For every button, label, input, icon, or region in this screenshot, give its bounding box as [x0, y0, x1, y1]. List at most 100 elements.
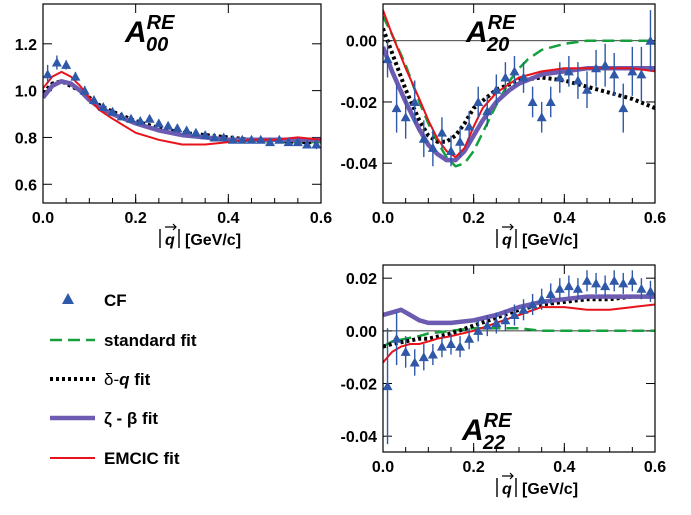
plot-frame	[382, 264, 656, 453]
cf-point	[172, 123, 183, 133]
series-zeta-line	[383, 294, 655, 326]
y-tick-label: 0.00	[346, 324, 377, 341]
x-axis-q: q	[502, 481, 512, 498]
cf-point	[391, 333, 402, 343]
legend-entry-zeta: ζ - β fit	[50, 409, 158, 428]
cf-point	[237, 134, 248, 144]
legend-label: ζ - β fit	[104, 409, 158, 428]
legend-label: CF	[104, 291, 127, 310]
cf-point	[218, 132, 229, 142]
cf-point	[79, 85, 90, 95]
x-tick-label: 0.6	[644, 210, 666, 227]
x-axis-unit: [GeV/c]	[522, 232, 578, 249]
y-tick-label: 0.8	[15, 130, 37, 147]
cf-point	[427, 142, 438, 152]
cf-point	[491, 84, 502, 94]
x-tick-label: 0.4	[217, 210, 239, 227]
cf-point	[227, 134, 238, 144]
y-tick-label: -0.02	[341, 377, 378, 394]
x-axis-label: q [GeV/c]	[159, 223, 241, 249]
cf-point	[455, 341, 466, 351]
cf-point	[61, 59, 72, 69]
cf-point	[527, 96, 538, 106]
cf-point	[572, 283, 583, 293]
cf-point	[209, 132, 220, 142]
cf-point	[446, 339, 456, 349]
y-tick-label: 0.00	[346, 34, 377, 51]
cf-point	[116, 111, 127, 121]
series-emcic-line	[383, 9, 655, 159]
cf-point	[200, 130, 211, 140]
cf-point	[163, 120, 174, 130]
cf-point	[311, 139, 321, 149]
cf-point	[51, 57, 62, 67]
x-axis-q: q	[165, 232, 175, 249]
cf-point	[455, 136, 466, 146]
cf-point	[107, 106, 118, 116]
cf-point	[473, 325, 484, 335]
vector-arrow	[502, 472, 514, 480]
series-emcic-line	[383, 303, 655, 364]
cf-point	[255, 134, 266, 144]
series-standard-line	[383, 15, 655, 168]
plot-frame	[382, 3, 656, 204]
cf-point	[645, 286, 655, 296]
panel-label: ARE 22	[461, 410, 512, 454]
cf-point	[400, 346, 411, 356]
cf-point	[88, 94, 99, 104]
cf-point	[572, 75, 583, 85]
cf-point	[582, 275, 592, 285]
cf-point	[536, 294, 547, 304]
cf-point	[518, 72, 529, 82]
cf-point	[618, 103, 629, 113]
x-tick-label: 0.0	[32, 210, 54, 227]
cf-point	[627, 66, 638, 76]
panel-label: ARE 00	[124, 12, 175, 56]
y-tick-label: -0.04	[341, 429, 378, 446]
x-axis-unit: [GeV/c]	[185, 232, 241, 249]
cf-point	[563, 66, 574, 76]
cf-point	[591, 63, 602, 73]
cf-point	[283, 137, 294, 147]
y-tick-label: 0.6	[15, 177, 37, 194]
y-tick-label: 0.02	[346, 271, 377, 288]
cf-point	[274, 134, 285, 144]
cf-point	[98, 102, 109, 112]
cf-point	[409, 357, 420, 367]
cf-point	[427, 349, 438, 359]
cf-point	[265, 137, 276, 147]
y-tick-label: -0.04	[341, 156, 378, 173]
cf-point	[491, 317, 502, 327]
cf-point	[554, 283, 565, 293]
cf-point	[527, 299, 538, 309]
cf-point	[500, 72, 511, 82]
panel-2: 0.0 0.2 0.4 0.6 -0.04 -0.02 0.00 0.02 ARE 22 q [GeV…	[341, 264, 666, 498]
x-tick-label: 0.2	[463, 459, 485, 476]
y-tick-label: -0.02	[341, 95, 378, 112]
legend: CF standard fit δ-q fit ζ - β fit EMCIC fit	[50, 291, 197, 468]
x-tick-label: 0.0	[372, 210, 394, 227]
panel-0: 0.0 0.2 0.4 0.6 0.6 0.8 1.0 1.2 ARE 00 q [GeV/c]	[15, 3, 332, 249]
panel-1: 0.0 0.2 0.4 0.6 -0.04 -0.02 0.00 ARE 20 q [GeV/c]	[341, 3, 666, 249]
cf-point	[292, 137, 303, 147]
cf-point	[636, 283, 647, 293]
x-tick-label: 0.6	[310, 210, 332, 227]
cf-point	[545, 288, 556, 298]
cf-point	[135, 116, 146, 126]
x-tick-label: 0.2	[125, 210, 147, 227]
x-tick-label: 0.6	[644, 459, 666, 476]
legend-label: EMCIC fit	[104, 449, 180, 468]
cf-point	[383, 381, 393, 391]
cf-point	[627, 275, 638, 285]
cf-point	[591, 278, 602, 288]
x-tick-label: 0.0	[372, 459, 394, 476]
cf-point	[464, 333, 475, 343]
legend-entry-cf: CF	[62, 291, 127, 310]
cf-point	[518, 304, 529, 314]
cf-point	[609, 275, 620, 285]
cf-point	[600, 60, 611, 70]
cf-point	[409, 96, 420, 106]
x-axis-unit: [GeV/c]	[522, 481, 578, 498]
cf-point	[43, 69, 53, 79]
